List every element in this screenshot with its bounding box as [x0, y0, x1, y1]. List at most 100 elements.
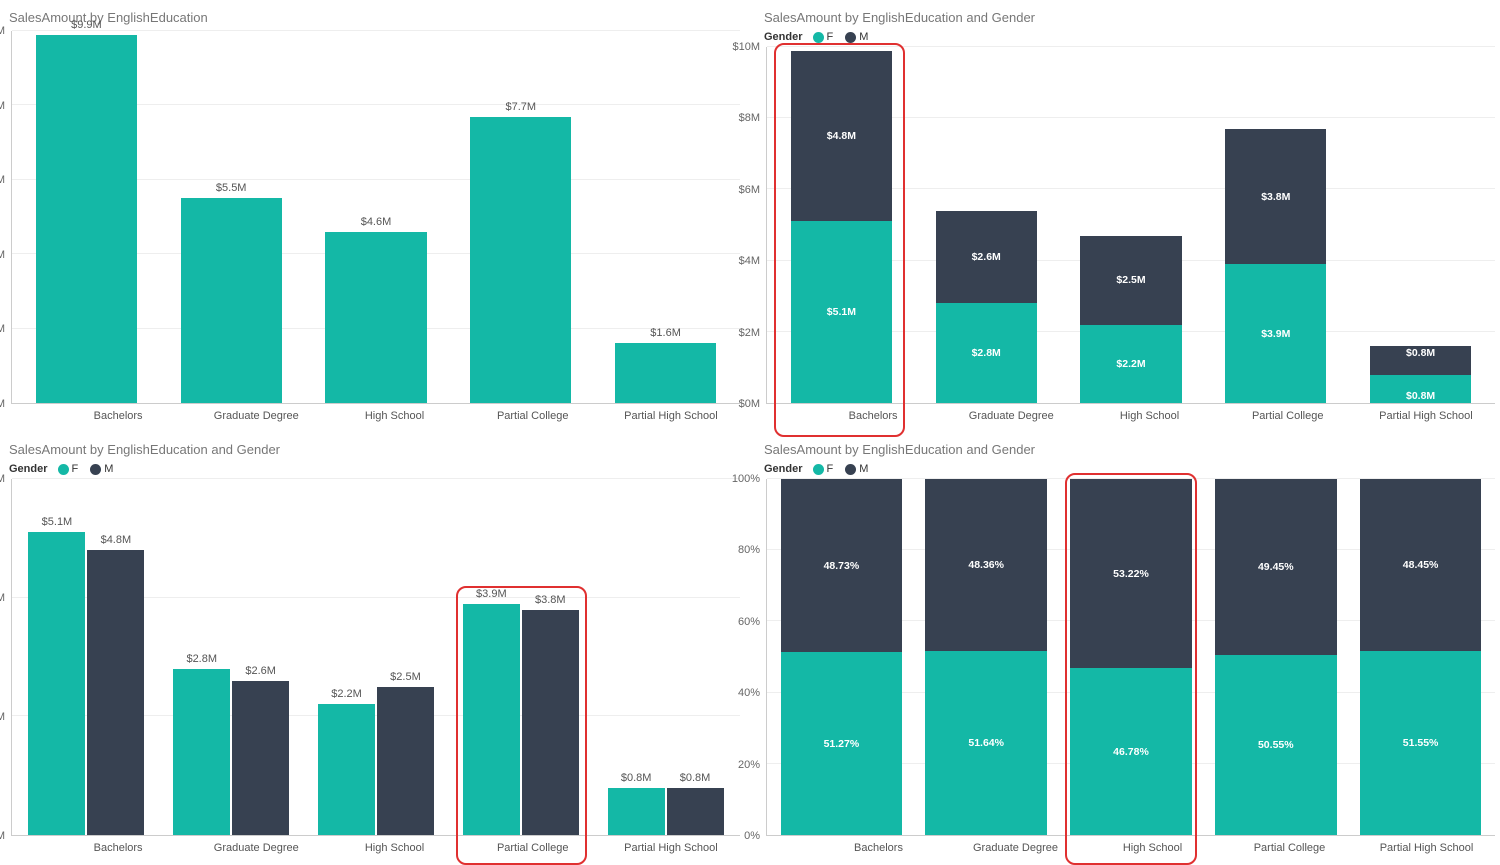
bar-group[interactable]: $1.6M	[593, 31, 738, 403]
x-tick-label: High School	[325, 410, 463, 422]
bar-segment[interactable]: 53.22%	[1070, 479, 1192, 668]
plot-area: $5.1M $4.8M $2.8M$2.6M $2.2M$2.5M $3.9M $3.8M…	[766, 47, 1495, 404]
bar[interactable]: $2.8M	[173, 669, 230, 835]
bar-segment[interactable]: 48.45%	[1360, 479, 1482, 651]
y-tick-label: $4M	[739, 255, 760, 267]
stacked-bar[interactable]: $0.8M$0.8M	[1370, 346, 1471, 403]
bar-group[interactable]: $2.2M$2.5M	[1059, 47, 1204, 403]
bar-group[interactable]: $2.8M$2.6M	[159, 479, 304, 835]
chart-100-stacked-education-gender[interactable]: SalesAmount by EnglishEducation and Gend…	[760, 442, 1495, 854]
bar[interactable]: $1.6M	[615, 343, 716, 403]
y-tick-label: $0M	[0, 398, 5, 410]
stacked-bar[interactable]: 51.64%48.36%	[925, 479, 1047, 835]
y-tick-label: $0M	[739, 398, 760, 410]
bar-group[interactable]: $5.5M	[159, 31, 304, 403]
x-tick-label: High School	[1084, 842, 1221, 854]
y-tick-label: $2M	[0, 711, 5, 723]
bar-group[interactable]: 51.55%48.45%	[1348, 479, 1493, 835]
bar-segment[interactable]: $2.6M	[936, 211, 1037, 304]
bar-segment[interactable]: 46.78%	[1070, 668, 1192, 835]
chart-stacked-education-gender[interactable]: SalesAmount by EnglishEducation and Gend…	[760, 10, 1495, 422]
bar-segment[interactable]: $2.2M	[1080, 325, 1181, 403]
y-tick-label: $10M	[0, 25, 5, 37]
chart-sales-by-education[interactable]: SalesAmount by EnglishEducation $0M$2M$4…	[5, 10, 740, 422]
bar-group[interactable]: $4.6M	[304, 31, 449, 403]
stacked-bar[interactable]: 50.55%49.45%	[1215, 479, 1337, 835]
bar-segment[interactable]: $3.9M	[1225, 264, 1326, 403]
bar-segment[interactable]: 49.45%	[1215, 479, 1337, 655]
y-tick-label: $8M	[0, 100, 5, 112]
bar[interactable]: $2.2M	[318, 704, 375, 835]
stacked-bar[interactable]: $2.2M$2.5M	[1080, 236, 1181, 403]
bar-segment[interactable]: $5.1M	[791, 221, 892, 403]
bar[interactable]: $2.5M	[377, 687, 434, 835]
bar-group[interactable]: 51.64%48.36%	[914, 479, 1059, 835]
bar-segment[interactable]: $0.8M	[1370, 346, 1471, 374]
bar-segment[interactable]: $4.8M	[791, 51, 892, 222]
bar-group[interactable]: $3.9M $3.8M	[1203, 47, 1348, 403]
bar[interactable]: $4.8M	[87, 550, 144, 835]
segment-value-label: $3.9M	[1261, 328, 1290, 340]
y-tick-label: 80%	[738, 544, 760, 556]
stacked-bar[interactable]: $5.1M $4.8M	[791, 51, 892, 403]
segment-value-label: $4.8M	[827, 130, 856, 142]
x-axis: BachelorsGraduate DegreeHigh SchoolParti…	[810, 842, 1495, 854]
bar-group[interactable]: $2.2M$2.5M	[304, 479, 449, 835]
x-tick-label: Graduate Degree	[947, 842, 1084, 854]
stacked-bar[interactable]: $3.9M $3.8M	[1225, 129, 1326, 403]
bar-segment[interactable]: $3.8M	[1225, 129, 1326, 264]
bar-group[interactable]: $5.1M $4.8M	[769, 47, 914, 403]
bar-group[interactable]: $5.1M$4.8M	[14, 479, 159, 835]
x-tick-label: Partial High School	[1358, 842, 1495, 854]
bar-group[interactable]: 51.27%48.73%	[769, 479, 914, 835]
chart-legend: Gender F M	[9, 463, 740, 475]
x-tick-label: Partial High School	[602, 410, 740, 422]
x-tick-label: Partial College	[464, 410, 602, 422]
x-tick-label: Bachelors	[49, 410, 187, 422]
bar-group[interactable]: 50.55%49.45%	[1203, 479, 1348, 835]
bar-segment[interactable]: 51.27%	[781, 652, 903, 835]
stacked-bar[interactable]: 46.78% 53.22%	[1070, 479, 1192, 835]
stacked-bar[interactable]: 51.27%48.73%	[781, 479, 903, 835]
legend-label: Gender	[9, 463, 48, 475]
bar-group[interactable]: $9.9M	[14, 31, 159, 403]
bar-group[interactable]: $2.8M$2.6M	[914, 47, 1059, 403]
bar[interactable]: $7.7M	[470, 117, 571, 403]
bar[interactable]: $3.9M	[463, 604, 520, 835]
bar-segment[interactable]: 48.73%	[781, 479, 903, 652]
x-tick-label: High School	[1080, 410, 1218, 422]
x-axis: BachelorsGraduate DegreeHigh SchoolParti…	[804, 410, 1495, 422]
bar-segment[interactable]: $2.8M	[936, 303, 1037, 403]
bar-group[interactable]: 46.78% 53.22%	[1059, 479, 1204, 835]
legend-swatch-f	[813, 32, 824, 43]
stacked-bar[interactable]: $2.8M$2.6M	[936, 211, 1037, 403]
bar[interactable]: $0.8M	[667, 788, 724, 835]
chart-body: $0M$2M$4M$6M $5.1M$4.8M$2.8M$2.6M$2.2M$2…	[5, 479, 740, 836]
stacked-bar[interactable]: 51.55%48.45%	[1360, 479, 1482, 835]
chart-title: SalesAmount by EnglishEducation	[9, 10, 740, 25]
bar-segment[interactable]: 50.55%	[1215, 655, 1337, 835]
bar-group[interactable]: $7.7M	[448, 31, 593, 403]
chart-title: SalesAmount by EnglishEducation and Gend…	[764, 10, 1495, 25]
bar[interactable]: $5.1M	[28, 532, 85, 835]
chart-legend: Gender F M	[764, 463, 1495, 475]
bar[interactable]: $5.5M	[181, 198, 282, 403]
legend-swatch-m	[90, 464, 101, 475]
bar[interactable]: $4.6M	[325, 232, 426, 403]
chart-grouped-education-gender[interactable]: SalesAmount by EnglishEducation and Gend…	[5, 442, 740, 854]
bar-segment[interactable]: $2.5M	[1080, 236, 1181, 325]
bar-segment[interactable]: $0.8M	[1370, 375, 1471, 403]
bar-segment[interactable]: 51.64%	[925, 651, 1047, 835]
bar-group[interactable]: $0.8M$0.8M	[1348, 47, 1493, 403]
bar[interactable]: $9.9M	[36, 35, 137, 403]
bar-group[interactable]: $3.9M$3.8M	[448, 479, 593, 835]
segment-value-label: 53.22%	[1113, 568, 1149, 580]
bar-group[interactable]: $0.8M$0.8M	[593, 479, 738, 835]
chart-title: SalesAmount by EnglishEducation and Gend…	[764, 442, 1495, 457]
bar-segment[interactable]: 48.36%	[925, 479, 1047, 651]
bar[interactable]: $0.8M	[608, 788, 665, 835]
bar-segment[interactable]: 51.55%	[1360, 651, 1482, 835]
bar[interactable]: $2.6M	[232, 681, 289, 835]
bar[interactable]: $3.8M	[522, 610, 579, 835]
segment-value-label: 46.78%	[1113, 746, 1149, 758]
